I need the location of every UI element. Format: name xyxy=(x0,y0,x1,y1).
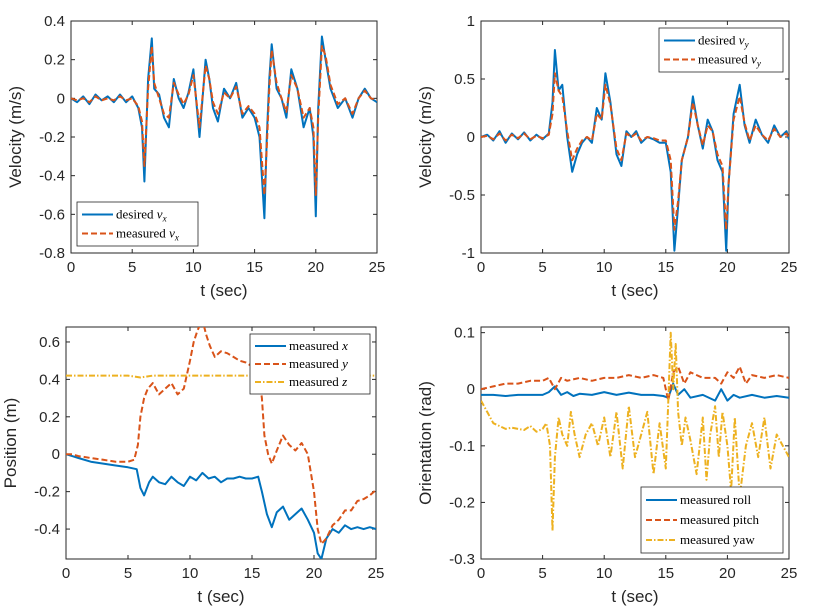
legend-entry: desired vy xyxy=(698,33,749,50)
y-tick-label: -0.4 xyxy=(39,168,65,185)
legend-entry: measured pitch xyxy=(680,512,760,527)
legend-entry: measured vx xyxy=(116,226,179,243)
legend-box xyxy=(658,27,784,73)
y-axis-label: Orientation (rad) xyxy=(416,381,435,505)
chart-vx: 0 5 10 15 20 25 -0.8 -0.6 -0.4 -0.2 0 0.2 0.4 t (sec)… xyxy=(6,13,385,300)
legend-entry: desired vx xyxy=(116,207,167,224)
legend: measured x measured y measured z xyxy=(249,333,371,395)
legend: measured roll measured pitch measured yaw xyxy=(640,486,784,554)
x-axis-label: t (sec) xyxy=(611,281,658,300)
y-tick-label: 0 xyxy=(467,129,475,146)
series-line-measured-x xyxy=(66,453,376,559)
y-tick-label: -1 xyxy=(462,245,475,262)
x-tick-label: 25 xyxy=(368,565,385,582)
x-tick-label: 15 xyxy=(657,565,674,582)
y-tick-label: -0.2 xyxy=(39,129,65,146)
x-tick-label: 0 xyxy=(477,259,485,276)
y-tick-label: -0.5 xyxy=(449,187,475,204)
x-tick-label: 15 xyxy=(657,259,674,276)
y-tick-label: 0.6 xyxy=(39,334,60,351)
y-tick-label: 0.2 xyxy=(44,52,65,69)
y-tick-label: -0.1 xyxy=(449,438,475,455)
x-tick-label: 0 xyxy=(62,565,70,582)
legend: desired vx measured vx xyxy=(76,201,199,247)
x-tick-label: 5 xyxy=(124,565,132,582)
y-tick-label: 0.4 xyxy=(39,371,60,388)
x-tick-label: 20 xyxy=(306,565,323,582)
y-tick-label: -0.3 xyxy=(449,551,475,568)
y-tick-label: 0.5 xyxy=(454,71,475,88)
y-tick-label: 0 xyxy=(57,90,65,107)
x-tick-label: 0 xyxy=(67,259,75,276)
legend-entry: measured roll xyxy=(680,492,752,507)
y-axis-label: Velocity (m/s) xyxy=(6,86,25,188)
x-tick-label: 20 xyxy=(719,565,736,582)
x-tick-label: 5 xyxy=(128,259,136,276)
y-tick-label: 0.4 xyxy=(44,13,65,30)
x-tick-label: 10 xyxy=(596,259,613,276)
y-tick-label: 0.2 xyxy=(39,409,60,426)
y-tick-label: 0 xyxy=(52,446,60,463)
legend-entry: measured x xyxy=(289,338,348,353)
series-line-desired-vx xyxy=(71,35,377,220)
y-tick-label: -0.2 xyxy=(449,494,475,511)
series-line-desired-vy xyxy=(481,49,789,252)
legend-entry: measured z xyxy=(289,374,347,389)
x-tick-label: 25 xyxy=(369,259,386,276)
series-line-measured-y xyxy=(66,327,376,545)
y-tick-label: 0.1 xyxy=(454,325,475,342)
y-tick-label: 0 xyxy=(467,381,475,398)
x-tick-label: 0 xyxy=(477,565,485,582)
x-tick-label: 20 xyxy=(307,259,324,276)
series-line-measured-roll xyxy=(481,382,789,402)
y-tick-label: -0.8 xyxy=(39,245,65,262)
legend-entry: measured vy xyxy=(698,52,761,69)
y-axis-label: Position (m) xyxy=(1,398,20,489)
y-tick-label: -0.4 xyxy=(34,521,60,538)
legend: desired vy measured vy xyxy=(658,27,784,73)
x-tick-label: 10 xyxy=(182,565,199,582)
x-tick-label: 10 xyxy=(185,259,202,276)
y-tick-label: -0.6 xyxy=(39,206,65,223)
chart-orientation: 0 5 10 15 20 25 -0.3 -0.2 -0.1 0 0.1 t (sec) Orienta… xyxy=(416,325,797,606)
x-axis-label: t (sec) xyxy=(197,587,244,606)
x-tick-label: 15 xyxy=(246,259,263,276)
legend-box xyxy=(76,201,199,247)
x-tick-label: 25 xyxy=(781,565,798,582)
legend-entry: measured y xyxy=(289,356,348,371)
series-line-measured-yaw xyxy=(481,331,789,532)
x-tick-label: 5 xyxy=(538,565,546,582)
x-axis-label: t (sec) xyxy=(611,587,658,606)
x-tick-label: 20 xyxy=(719,259,736,276)
series-line-measured-vy xyxy=(481,72,789,231)
chart-vy: 0 5 10 15 20 25 -1 -0.5 0 0.5 1 t (sec) Velocity (m/… xyxy=(416,13,797,300)
x-tick-label: 10 xyxy=(596,565,613,582)
x-axis-label: t (sec) xyxy=(200,281,247,300)
y-axis-label: Velocity (m/s) xyxy=(416,86,435,188)
x-tick-label: 15 xyxy=(244,565,261,582)
y-tick-label: 1 xyxy=(467,13,475,30)
series-line-measured-pitch xyxy=(481,365,789,402)
y-tick-label: -0.2 xyxy=(34,484,60,501)
x-tick-label: 25 xyxy=(781,259,798,276)
x-tick-label: 5 xyxy=(538,259,546,276)
legend-entry: measured yaw xyxy=(680,532,755,547)
chart-position: 0 5 10 15 20 25 -0.4 -0.2 0 0.2 0.4 0.6 t (sec) Posit… xyxy=(1,326,385,606)
